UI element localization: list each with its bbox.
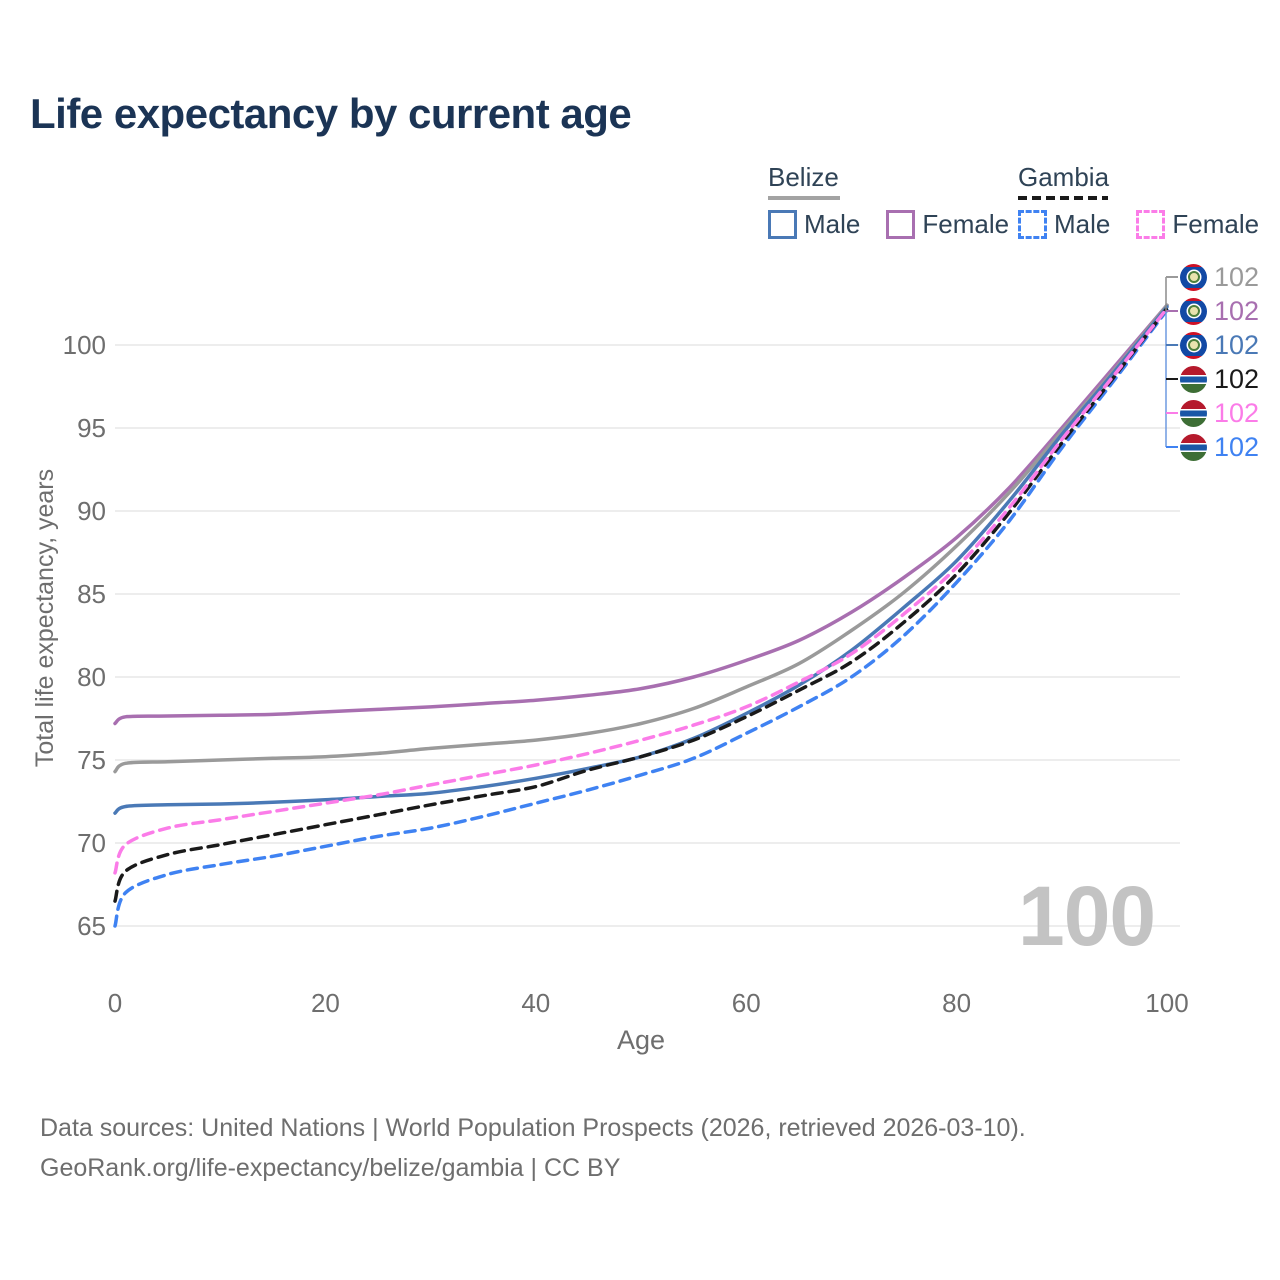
end-value: 102 xyxy=(1214,432,1260,462)
y-tick-label: 80 xyxy=(77,662,106,692)
series-line-belize-all[interactable] xyxy=(113,303,1169,774)
x-tick-label: 100 xyxy=(1145,988,1188,1018)
end-label-row: 102 xyxy=(1180,365,1259,393)
x-axis-title: Age xyxy=(616,1025,666,1055)
data-source-line: Data sources: United Nations | World Pop… xyxy=(40,1114,1026,1142)
end-value: 102 xyxy=(1214,262,1260,292)
y-tick-label: 70 xyxy=(77,828,106,858)
legend-country-gambia[interactable]: Gambia xyxy=(1018,162,1110,192)
gambia-male-swatch-icon xyxy=(1018,210,1047,239)
footer: Data sources: United Nations | World Pop… xyxy=(40,1108,1026,1188)
gambia-flag-icon xyxy=(1180,365,1207,393)
series-line-belize-male[interactable] xyxy=(113,305,1169,815)
page-title: Life expectancy by current age xyxy=(30,90,632,137)
y-tick-label: 100 xyxy=(63,330,106,360)
end-label-row: 102 xyxy=(1180,263,1259,291)
gambia-flag-icon xyxy=(1180,399,1207,427)
series-line-gambia-female[interactable] xyxy=(113,306,1169,875)
end-value: 102 xyxy=(1214,330,1260,360)
legend-group-belize: Belize Male Female xyxy=(768,162,1009,240)
legend-item-gambia-male[interactable]: Male xyxy=(1018,209,1110,240)
legend-item-belize-female[interactable]: Female xyxy=(886,209,1009,240)
legend-label: Female xyxy=(922,209,1010,239)
y-tick-label: 90 xyxy=(77,496,106,526)
y-tick-label: 95 xyxy=(77,413,106,443)
belize-male-swatch-icon xyxy=(768,210,797,239)
series-line-gambia-all[interactable] xyxy=(113,306,1169,903)
legend-group-gambia: Gambia Male Female xyxy=(1018,162,1259,240)
end-value: 102 xyxy=(1214,296,1260,326)
end-label-row: 102 xyxy=(1180,433,1259,461)
x-tick-label: 60 xyxy=(732,988,761,1018)
y-tick-label: 85 xyxy=(77,579,106,609)
gambia-female-swatch-icon xyxy=(1136,210,1166,239)
belize-flag-icon xyxy=(1180,297,1207,325)
y-tick-label: 65 xyxy=(77,911,106,941)
gambia-flag-icon xyxy=(1180,433,1207,461)
end-value: 102 xyxy=(1214,364,1260,394)
belize-line-style-sample xyxy=(768,196,840,200)
x-tick-label: 80 xyxy=(942,988,971,1018)
hover-age-watermark: 100 xyxy=(1018,869,1156,963)
y-tick-label: 75 xyxy=(77,745,106,775)
belize-flag-icon xyxy=(1180,263,1207,291)
legend-item-belize-male[interactable]: Male xyxy=(768,209,860,240)
attribution-line: GeoRank.org/life-expectancy/belize/gambi… xyxy=(40,1154,621,1182)
gambia-line-style-sample xyxy=(1018,196,1108,200)
legend-country-belize[interactable]: Belize xyxy=(768,162,839,192)
end-label-row: 102 xyxy=(1180,297,1259,325)
end-value: 102 xyxy=(1214,398,1260,428)
legend-label: Female xyxy=(1172,209,1260,239)
legend-item-gambia-female[interactable]: Female xyxy=(1136,209,1259,240)
belize-flag-icon xyxy=(1180,331,1207,359)
series-line-gambia-male[interactable] xyxy=(113,308,1169,928)
belize-female-swatch-icon xyxy=(886,210,916,239)
legend-label: Male xyxy=(804,209,861,239)
end-label-row: 102 xyxy=(1180,399,1259,427)
x-tick-label: 20 xyxy=(311,988,340,1018)
y-axis-title: Total life expectancy, years xyxy=(31,468,59,768)
x-tick-label: 40 xyxy=(521,988,550,1018)
legend-label: Male xyxy=(1054,209,1111,239)
series-line-belize-female[interactable] xyxy=(113,303,1169,726)
x-tick-label: 0 xyxy=(108,988,122,1018)
end-label-row: 102 xyxy=(1180,331,1259,359)
